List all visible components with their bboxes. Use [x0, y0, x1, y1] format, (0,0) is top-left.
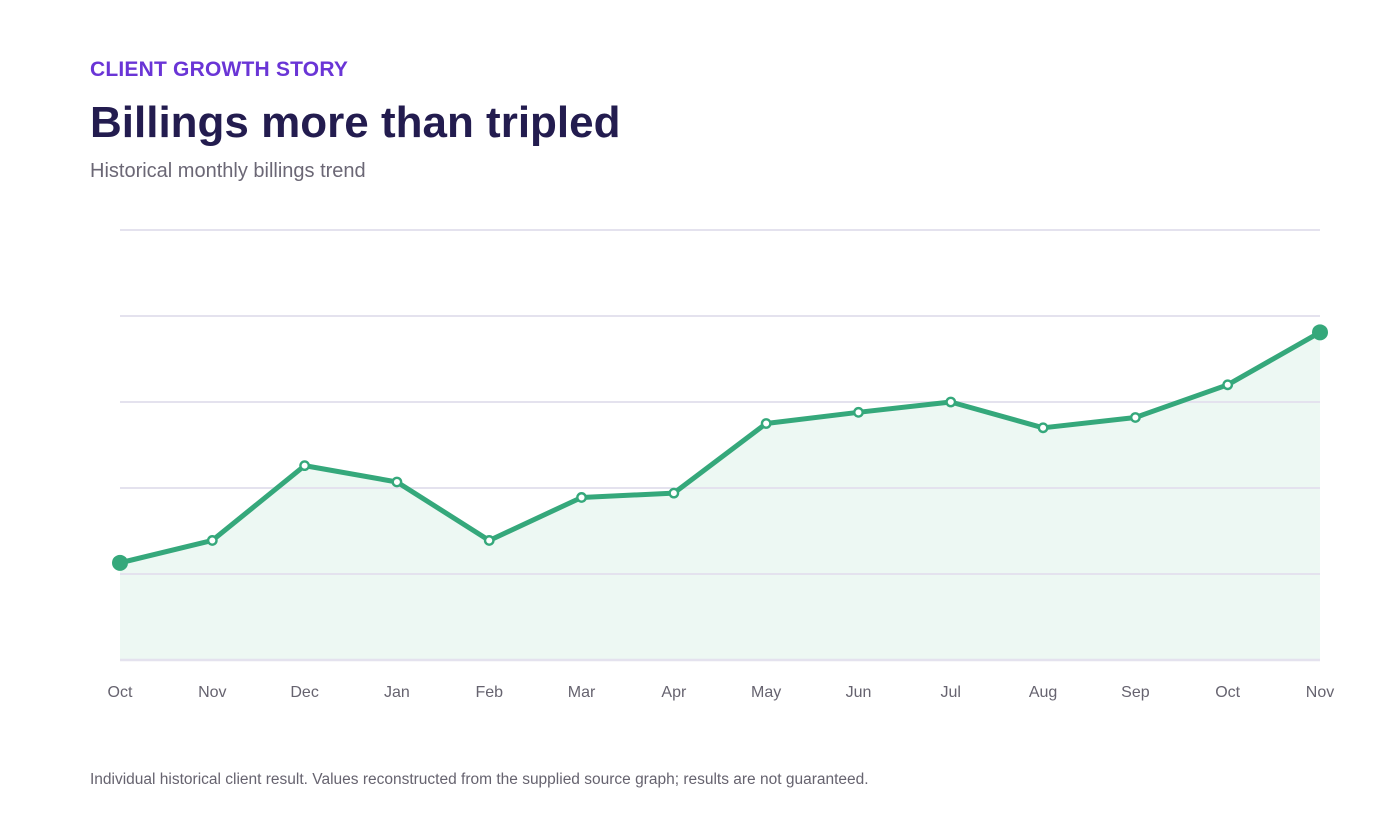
x-tick-label: Oct — [108, 684, 133, 701]
footnote: Individual historical client result. Val… — [90, 771, 869, 788]
x-tick-label: Apr — [661, 684, 687, 701]
x-tick-label: Dec — [290, 684, 318, 701]
x-tick-label: May — [751, 684, 781, 701]
area-fill — [120, 332, 1320, 660]
data-point-highlight — [1312, 324, 1328, 341]
x-tick-label: Jul — [941, 684, 961, 701]
data-point — [760, 418, 772, 429]
x-tick-label: Aug — [1029, 684, 1057, 701]
series-line — [117, 329, 1323, 566]
data-point — [391, 476, 403, 488]
data-point — [1037, 422, 1049, 434]
data-point — [668, 487, 680, 499]
chart-title: Billings more than tripled — [90, 98, 621, 147]
eyebrow-label: CLIENT GROWTH STORY — [90, 58, 349, 81]
chart-header: CLIENT GROWTH STORY Billings more than t… — [90, 56, 621, 184]
x-tick-label: Nov — [1306, 684, 1334, 701]
x-tick-label: Feb — [475, 684, 503, 701]
data-point — [1222, 379, 1234, 391]
chart-subtitle: Historical monthly billings trend — [90, 160, 366, 182]
data-point — [206, 535, 218, 546]
data-point — [576, 492, 587, 503]
data-point — [853, 406, 864, 418]
x-tick-label: Jan — [384, 684, 410, 701]
data-point — [483, 535, 495, 546]
x-tick-label: Mar — [568, 684, 596, 701]
x-tick-label: Sep — [1121, 684, 1150, 701]
data-point — [945, 396, 957, 408]
data-point-highlight — [112, 554, 128, 571]
x-tick-label: Oct — [1215, 684, 1240, 701]
data-point — [299, 460, 311, 472]
x-tick-label: Nov — [198, 684, 226, 701]
data-point — [1129, 412, 1141, 423]
x-tick-label: Jun — [846, 684, 872, 701]
